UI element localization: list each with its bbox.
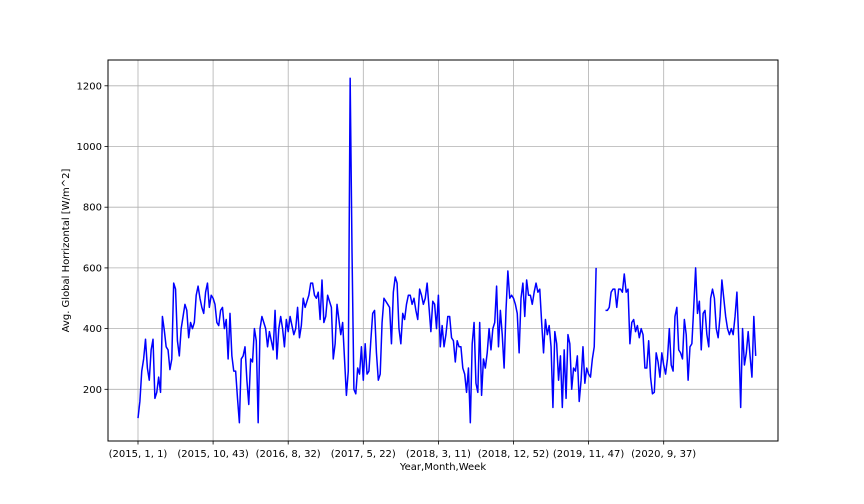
plot-area <box>108 60 778 441</box>
plot-frame <box>107 59 779 442</box>
x-tick-label: (2015, 10, 43) <box>177 449 249 460</box>
y-tick-label: 1200 <box>77 81 102 92</box>
y-tick-label: 800 <box>83 203 102 214</box>
series-layer <box>137 77 757 424</box>
y-tick-label: 400 <box>83 324 102 335</box>
y-axis-ticks: 200 400 600 800 1000 1200 <box>77 81 108 396</box>
x-tick-label: (2016, 8, 32) <box>256 449 321 460</box>
x-tick-label: (2017, 5, 22) <box>331 449 396 460</box>
y-tick-label: 200 <box>83 385 102 396</box>
x-tick-label: (2015, 1, 1) <box>109 449 168 460</box>
x-tick-label: (2018, 12, 52) <box>478 449 550 460</box>
x-axis-ticks: (2015, 1, 1) (2015, 10, 43) (2016, 8, 32) (… <box>109 441 696 460</box>
x-tick-label: (2020, 9, 37) <box>631 449 696 460</box>
y-tick-label: 600 <box>83 263 102 274</box>
x-gridlines <box>137 60 665 441</box>
series-line-segment <box>605 267 757 409</box>
x-axis-label: Year,Month,Week <box>399 462 486 473</box>
x-tick-label: (2018, 3, 11) <box>406 449 471 460</box>
series-line-segment <box>137 77 597 424</box>
y-axis-label: Avg. Global Horrizontal [W/m^2] <box>61 169 72 333</box>
x-tick-label: (2019, 11, 47) <box>553 449 625 460</box>
y-tick-label: 1000 <box>77 142 102 153</box>
